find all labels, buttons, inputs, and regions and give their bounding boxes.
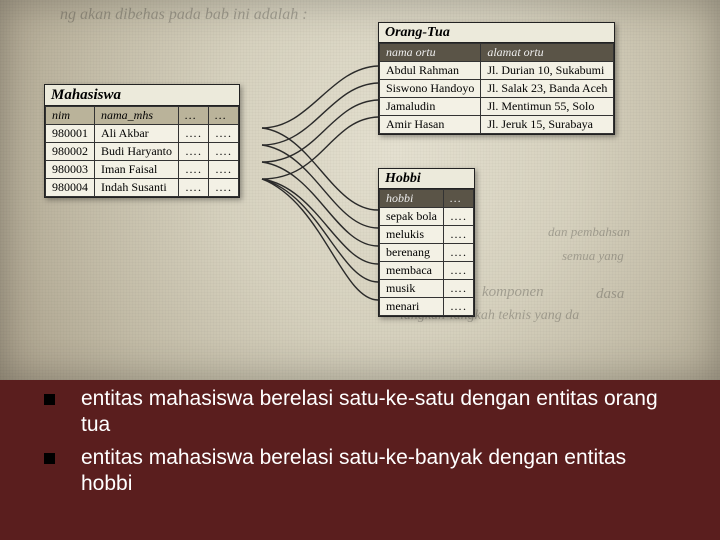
- table-cell: musik: [380, 280, 444, 298]
- table-cell: 980003: [46, 161, 95, 179]
- entity-title: Hobbi: [379, 169, 474, 189]
- table-cell: Budi Haryanto: [95, 143, 179, 161]
- table-row: 980004Indah Susanti….….: [46, 179, 239, 197]
- ghost-text: semua yang: [562, 248, 624, 264]
- square-bullet-icon: [44, 394, 55, 405]
- table-cell: ….: [179, 125, 209, 143]
- table-cell: ….: [179, 161, 209, 179]
- bullet-text: entitas mahasiswa berelasi satu-ke-satu …: [81, 386, 680, 439]
- relationship-line: [262, 179, 378, 300]
- column-header: hobbi: [380, 190, 444, 208]
- table-cell: ….: [443, 262, 473, 280]
- bullet-text: entitas mahasiswa berelasi satu-ke-banya…: [81, 445, 680, 498]
- column-header: nama_mhs: [95, 107, 179, 125]
- table-cell: membaca: [380, 262, 444, 280]
- table-row: 980003Iman Faisal….….: [46, 161, 239, 179]
- er-diagram-area: ng akan dibehas pada bab ini adalah :dar…: [0, 0, 720, 380]
- column-header: alamat ortu: [481, 44, 614, 62]
- bullet-item: entitas mahasiswa berelasi satu-ke-satu …: [0, 380, 720, 439]
- table-cell: berenang: [380, 244, 444, 262]
- table-cell: 980002: [46, 143, 95, 161]
- table-cell: 980004: [46, 179, 95, 197]
- relationship-line: [262, 128, 378, 210]
- table-cell: Jl. Mentimun 55, Solo: [481, 98, 614, 116]
- column-header: …: [179, 107, 209, 125]
- table-cell: 980001: [46, 125, 95, 143]
- ghost-text: dasa: [596, 286, 624, 303]
- hobbi-table: hobbi…sepak bola….melukis….berenang….mem…: [379, 189, 474, 316]
- table-cell: Jl. Jeruk 15, Surabaya: [481, 116, 614, 134]
- table-row: Siswono HandoyoJl. Salak 23, Banda Aceh: [380, 80, 614, 98]
- table-row: Abdul RahmanJl. Durian 10, Sukabumi: [380, 62, 614, 80]
- table-cell: ….: [443, 244, 473, 262]
- table-cell: menari: [380, 298, 444, 316]
- table-cell: ….: [209, 179, 239, 197]
- relationship-line: [262, 117, 378, 179]
- entity-hobbi: Hobbi hobbi…sepak bola….melukis….berenan…: [378, 168, 475, 317]
- column-header: nim: [46, 107, 95, 125]
- table-cell: Amir Hasan: [380, 116, 481, 134]
- table-cell: Indah Susanti: [95, 179, 179, 197]
- table-cell: Iman Faisal: [95, 161, 179, 179]
- relationship-line: [262, 179, 378, 264]
- relationship-line: [262, 179, 378, 282]
- relationship-line: [262, 162, 378, 246]
- entity-title: Mahasiswa: [45, 85, 239, 106]
- table-cell: Abdul Rahman: [380, 62, 481, 80]
- table-cell: Siswono Handoyo: [380, 80, 481, 98]
- table-row: 980001Ali Akbar….….: [46, 125, 239, 143]
- table-cell: ….: [209, 143, 239, 161]
- entity-orang-tua: Orang-Tua nama ortualamat ortuAbdul Rahm…: [378, 22, 615, 135]
- caption-area: entitas mahasiswa berelasi satu-ke-satu …: [0, 380, 720, 540]
- relationship-line: [262, 66, 378, 128]
- table-cell: ….: [443, 280, 473, 298]
- entity-title: Orang-Tua: [379, 23, 614, 43]
- table-row: melukis….: [380, 226, 474, 244]
- table-cell: Jl. Durian 10, Sukabumi: [481, 62, 614, 80]
- table-row: membaca….: [380, 262, 474, 280]
- table-cell: ….: [209, 161, 239, 179]
- table-row: 980002Budi Haryanto….….: [46, 143, 239, 161]
- relationship-line: [262, 83, 378, 145]
- relationship-line: [262, 145, 378, 228]
- table-cell: ….: [179, 179, 209, 197]
- table-row: menari….: [380, 298, 474, 316]
- table-cell: ….: [443, 298, 473, 316]
- bullet-item: entitas mahasiswa berelasi satu-ke-banya…: [0, 439, 720, 498]
- table-row: Amir HasanJl. Jeruk 15, Surabaya: [380, 116, 614, 134]
- table-cell: ….: [209, 125, 239, 143]
- ghost-text: ng akan dibehas pada bab ini adalah :: [60, 6, 308, 24]
- ghost-text: komponen: [482, 284, 544, 301]
- table-cell: Jamaludin: [380, 98, 481, 116]
- table-row: berenang….: [380, 244, 474, 262]
- ghost-text: dan pembahsan: [548, 224, 630, 240]
- orangtua-table: nama ortualamat ortuAbdul RahmanJl. Duri…: [379, 43, 614, 134]
- column-header: …: [209, 107, 239, 125]
- table-row: JamaludinJl. Mentimun 55, Solo: [380, 98, 614, 116]
- table-cell: ….: [443, 208, 473, 226]
- table-cell: ….: [179, 143, 209, 161]
- table-cell: Jl. Salak 23, Banda Aceh: [481, 80, 614, 98]
- relationship-line: [262, 100, 378, 162]
- square-bullet-icon: [44, 453, 55, 464]
- table-row: musik….: [380, 280, 474, 298]
- table-cell: ….: [443, 226, 473, 244]
- table-cell: Ali Akbar: [95, 125, 179, 143]
- column-header: …: [443, 190, 473, 208]
- mahasiswa-table: nimnama_mhs……980001Ali Akbar….….980002Bu…: [45, 106, 239, 197]
- table-cell: melukis: [380, 226, 444, 244]
- entity-mahasiswa: Mahasiswa nimnama_mhs……980001Ali Akbar….…: [44, 84, 240, 198]
- column-header: nama ortu: [380, 44, 481, 62]
- table-row: sepak bola….: [380, 208, 474, 226]
- table-cell: sepak bola: [380, 208, 444, 226]
